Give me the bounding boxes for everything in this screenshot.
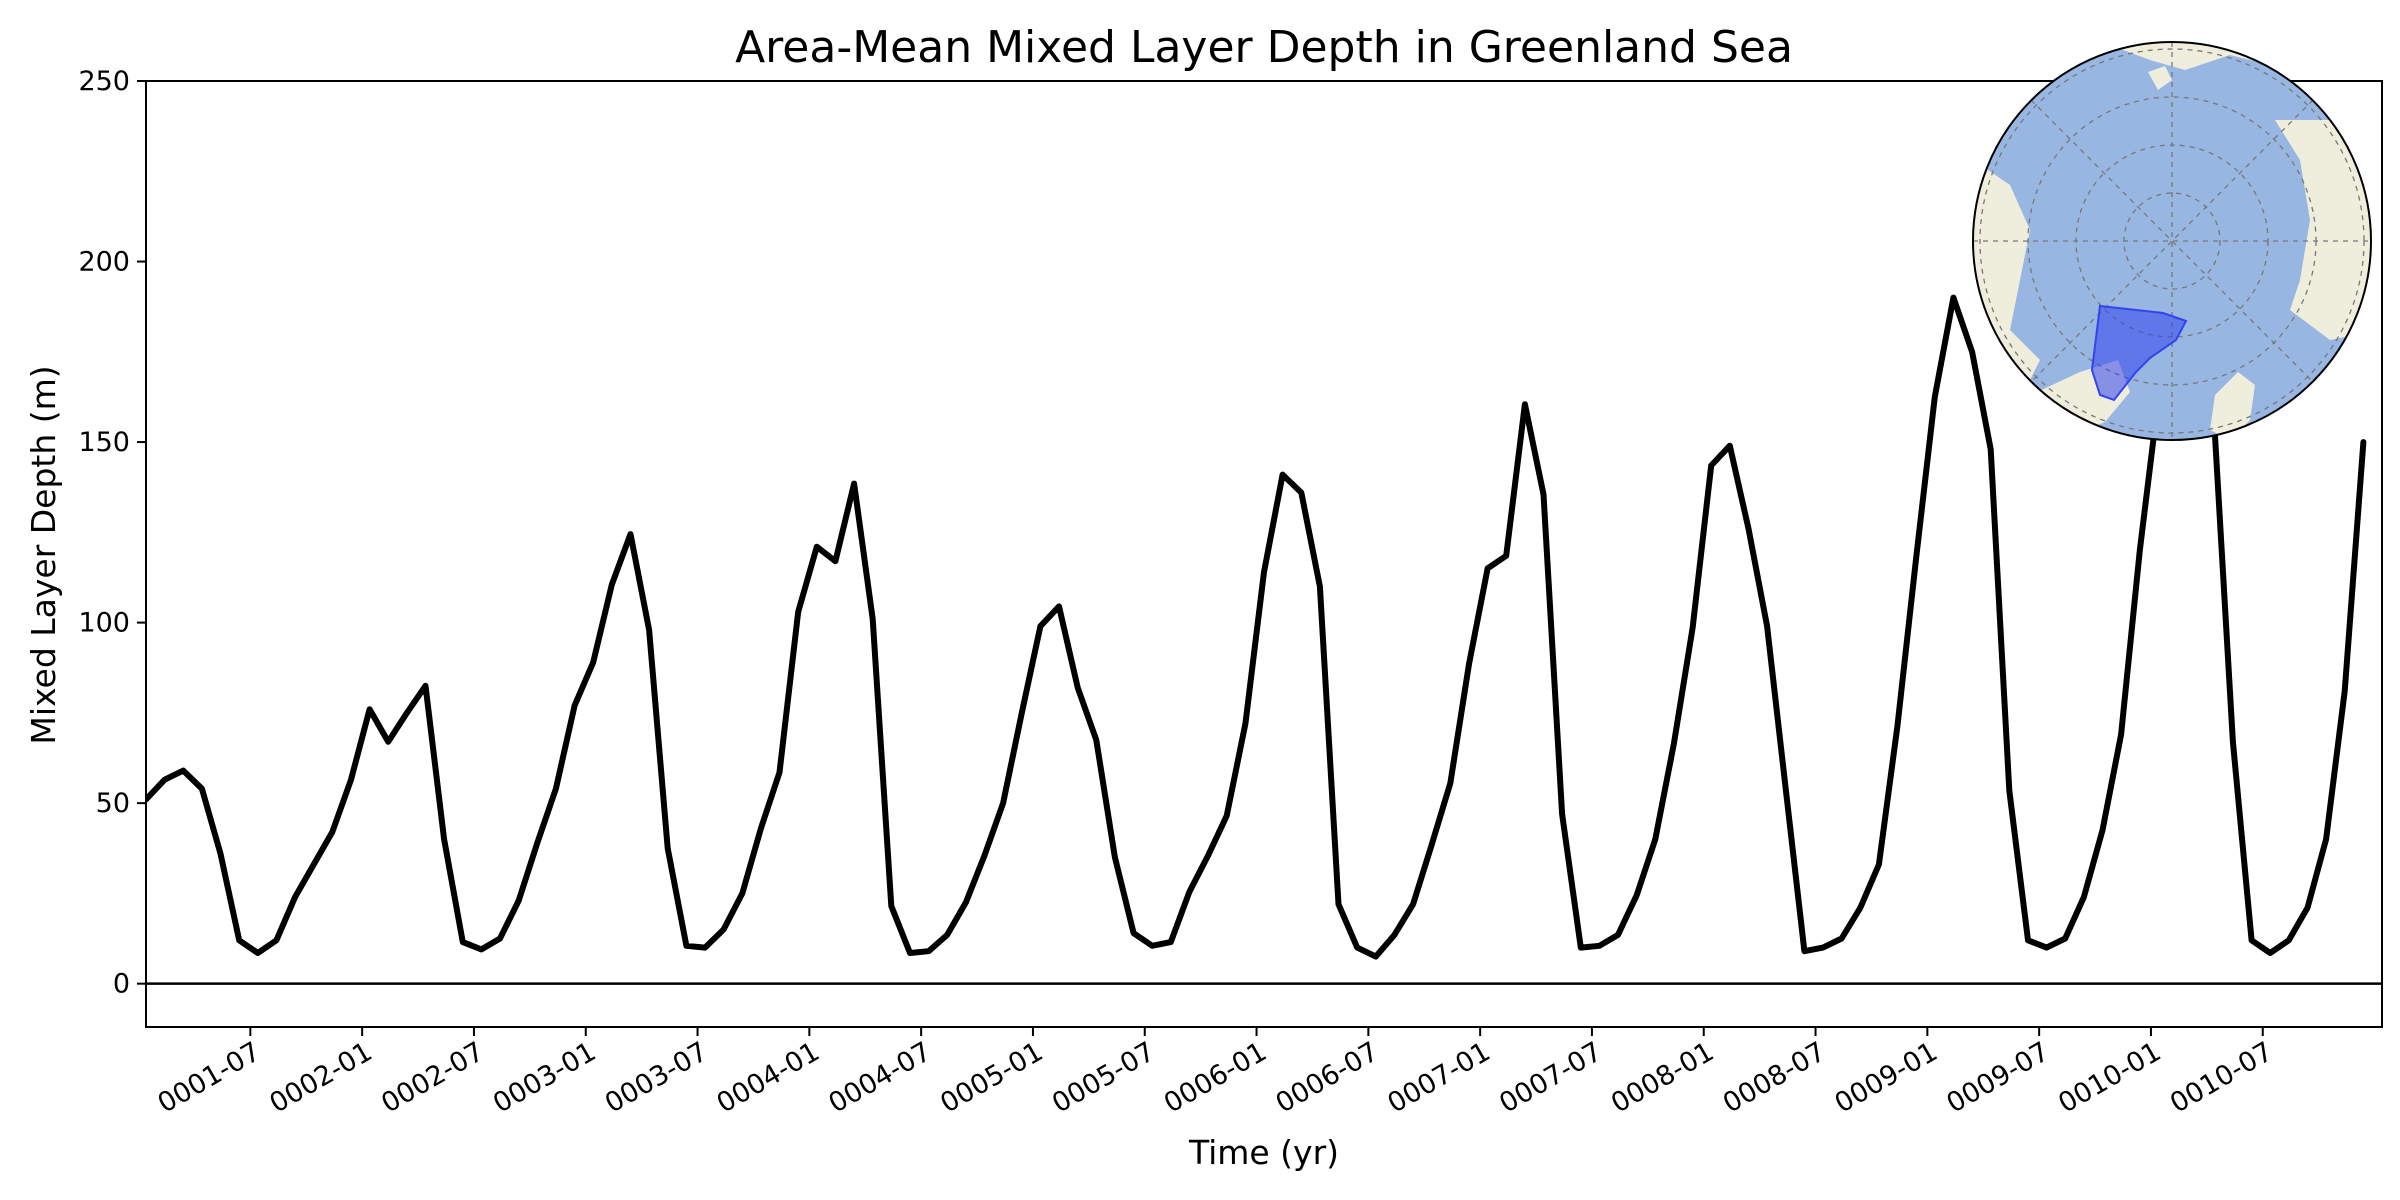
x-tick-label: 0005-01 bbox=[935, 1036, 1048, 1119]
y-tick-label: 150 bbox=[78, 427, 130, 458]
y-tick-label: 50 bbox=[96, 788, 130, 819]
x-tick-label: 0004-01 bbox=[712, 1036, 825, 1119]
x-tick-label: 0010-01 bbox=[2053, 1036, 2166, 1119]
x-tick-label: 0007-07 bbox=[1494, 1036, 1607, 1119]
inset-map-north-polar bbox=[1972, 41, 2372, 441]
x-tick-label: 0003-01 bbox=[488, 1036, 601, 1119]
x-tick-label: 0002-01 bbox=[264, 1036, 377, 1119]
y-tick-label: 200 bbox=[78, 247, 130, 278]
x-tick-label: 0007-01 bbox=[1382, 1036, 1495, 1119]
inset-map-greenland-sea-region bbox=[2090, 304, 2188, 402]
x-tick-label: 0002-07 bbox=[376, 1036, 489, 1119]
x-tick-label: 0009-01 bbox=[1830, 1036, 1943, 1119]
y-tick-label: 250 bbox=[78, 66, 130, 97]
chart-title: Area-Mean Mixed Layer Depth in Greenland… bbox=[735, 22, 1793, 73]
x-tick-label: 0001-07 bbox=[153, 1036, 266, 1119]
inset-map-border bbox=[1972, 41, 2372, 441]
x-tick-label: 0008-01 bbox=[1606, 1036, 1719, 1119]
inset-map-land-svalbard bbox=[2148, 66, 2172, 90]
x-tick-label: 0003-07 bbox=[600, 1036, 713, 1119]
x-tick-label: 0006-07 bbox=[1271, 1036, 1384, 1119]
inset-map-land-americas bbox=[2275, 120, 2371, 340]
y-axis-ticks: 0 50 100 150 200 250 bbox=[78, 66, 146, 1000]
x-axis-label: Time (yr) bbox=[1188, 1133, 1339, 1172]
x-tick-label: 0010-07 bbox=[2165, 1036, 2278, 1119]
x-tick-label: 0006-01 bbox=[1159, 1036, 1272, 1119]
x-tick-label: 0004-07 bbox=[823, 1036, 936, 1119]
x-tick-label: 0008-07 bbox=[1718, 1036, 1831, 1119]
x-tick-label: 0009-07 bbox=[1941, 1036, 2054, 1119]
plot-area-frame bbox=[145, 80, 2383, 1028]
y-tick-label: 0 bbox=[113, 969, 130, 1000]
x-axis-ticks: 0001-070002-010002-070003-010003-070004-… bbox=[153, 1027, 2278, 1119]
series-line-mixed-layer-depth bbox=[146, 294, 2367, 960]
series-layer bbox=[146, 294, 2367, 960]
y-tick-label: 100 bbox=[78, 608, 130, 639]
x-tick-label: 0005-07 bbox=[1047, 1036, 1160, 1119]
y-axis-label: Mixed Layer Depth (m) bbox=[24, 365, 63, 744]
inset-map-land-scandinavia bbox=[2210, 372, 2255, 440]
